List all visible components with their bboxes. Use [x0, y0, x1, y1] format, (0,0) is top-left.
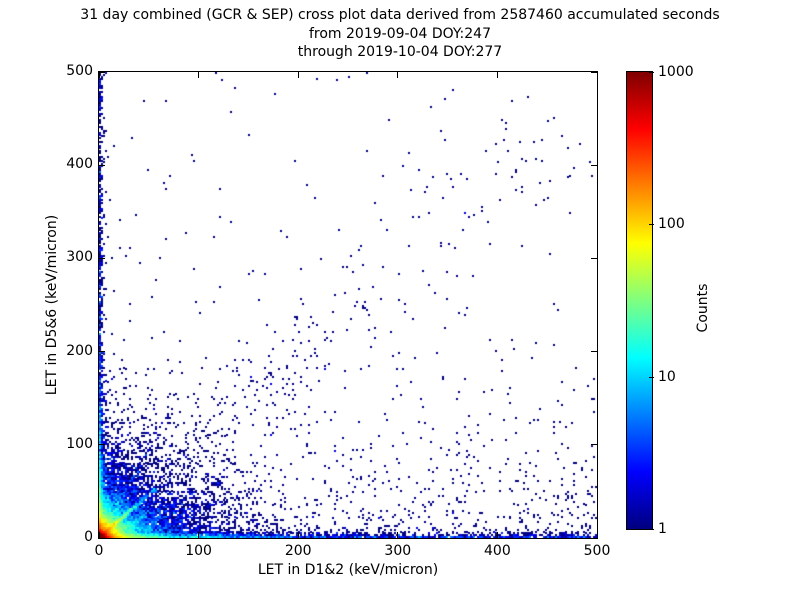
colorbar-tick-label: 1000	[658, 64, 694, 80]
colorbar-tick-label: 100	[658, 216, 685, 233]
x-tick-label: 100	[185, 543, 212, 559]
y-axis-label: LET in D5&6 (keV/micron)	[44, 214, 60, 396]
y-tick-mark	[99, 71, 105, 73]
x-tick-label: 400	[484, 543, 511, 559]
x-axis-label: LET in D1&2 (keV/micron)	[257, 562, 439, 578]
y-tick-label: 200	[66, 342, 93, 359]
y-tick-label: 500	[66, 63, 93, 79]
x-tick-mark-top	[198, 72, 200, 78]
colorbar-tick-mark	[649, 224, 654, 226]
colorbar-tick-label: 10	[658, 368, 676, 385]
y-tick-mark	[99, 444, 105, 446]
colorbar-label: Counts	[695, 283, 711, 333]
colorbar-tick-mark	[649, 376, 654, 378]
x-tick-mark-top	[98, 72, 100, 78]
y-tick-mark	[99, 537, 105, 539]
colorbar	[626, 71, 653, 530]
x-tick-mark-top	[596, 72, 598, 78]
x-tick-mark	[297, 532, 299, 538]
y-tick-mark-right	[591, 444, 597, 446]
y-tick-mark-right	[591, 351, 597, 353]
x-tick-mark	[496, 532, 498, 538]
x-tick-label: 500	[583, 543, 611, 559]
colorbar-tick-label: 1	[658, 521, 667, 537]
x-tick-label: 0	[94, 543, 104, 559]
y-tick-mark	[99, 257, 105, 259]
x-tick-mark-top	[397, 72, 399, 78]
y-tick-mark-right	[591, 164, 597, 166]
y-tick-label: 300	[66, 249, 93, 266]
plot-area	[98, 71, 598, 539]
y-tick-label: 100	[66, 435, 93, 452]
chart-subtitle-through: through 2019-10-04 DOY:277	[297, 44, 503, 60]
chart-subtitle-from: from 2019-09-04 DOY:247	[308, 26, 491, 42]
y-tick-mark	[99, 164, 105, 166]
x-tick-mark	[198, 532, 200, 538]
chart-title: 31 day combined (GCR & SEP) cross plot d…	[80, 7, 720, 23]
x-tick-label: 200	[284, 543, 312, 559]
x-tick-mark-top	[297, 72, 299, 78]
x-tick-mark-top	[496, 72, 498, 78]
colorbar-tick-mark	[649, 72, 654, 73]
x-tick-mark	[596, 532, 598, 538]
y-tick-mark-right	[591, 537, 597, 539]
y-tick-label: 400	[66, 156, 93, 173]
colorbar-tick-mark	[649, 529, 654, 530]
y-tick-label: 0	[84, 529, 93, 545]
scatter-canvas	[99, 72, 597, 538]
y-tick-mark	[99, 351, 105, 353]
x-tick-mark	[397, 532, 399, 538]
y-tick-mark-right	[591, 71, 597, 73]
x-tick-label: 300	[384, 543, 412, 559]
x-tick-mark	[98, 532, 100, 538]
y-tick-mark-right	[591, 257, 597, 259]
